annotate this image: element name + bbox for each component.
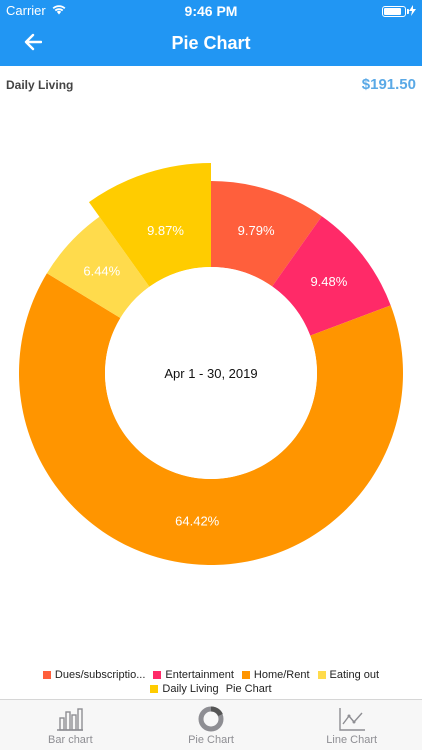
legend-swatch: [150, 685, 159, 693]
legend-swatch: [42, 671, 51, 679]
charging-icon: [409, 4, 416, 19]
legend-swatch: [241, 671, 250, 679]
legend-swatch: [317, 671, 326, 679]
tab-pie-chart[interactable]: Pie Chart: [141, 700, 282, 750]
chart-legend: Dues/subscriptio... Entertainment Home/Ren…: [0, 669, 422, 695]
legend-swatch: [153, 671, 162, 679]
back-arrow-icon: [24, 33, 43, 56]
legend-label: Eating out: [329, 669, 380, 681]
back-button[interactable]: [18, 30, 48, 58]
summary-header: Daily Living $191.50: [0, 66, 422, 104]
pie-slice-1[interactable]: [272, 216, 391, 336]
donut-chart[interactable]: 9.79% 9.48% 64.42% 6.44% 9.87% Apr 1 - 30, 2…: [0, 150, 422, 590]
nav-bar: Pie Chart: [0, 22, 422, 66]
pie-slice-0[interactable]: [211, 181, 322, 287]
bar-chart-icon: [55, 706, 85, 734]
pie-slice-3[interactable]: [46, 216, 150, 318]
category-amount: $191.50: [361, 76, 416, 93]
slice-label-4: 9.87%: [147, 223, 184, 238]
battery: [382, 4, 416, 19]
legend-item: Daily Living Pie Chart: [150, 683, 272, 695]
slice-label-3: 6.44%: [83, 264, 120, 279]
legend-item: Entertainment: [153, 669, 234, 681]
tab-bar: Bar chart Pie Chart Line Chart: [0, 699, 422, 750]
legend-item: Eating out: [317, 669, 380, 681]
pie-slice-2[interactable]: [19, 273, 404, 566]
tab-bar-chart[interactable]: Bar chart: [0, 700, 141, 750]
tab-line-chart[interactable]: Line Chart: [281, 700, 422, 750]
carrier: Carrier: [6, 3, 67, 18]
battery-icon: [382, 6, 409, 17]
battery-level: [384, 8, 402, 15]
tab-label: Bar chart: [48, 734, 93, 746]
legend-label: Entertainment: [165, 669, 234, 681]
line-chart-icon: [337, 706, 367, 734]
slice-label-0: 9.79%: [238, 223, 275, 238]
legend-label: Daily Living: [162, 683, 219, 695]
legend-label: Dues/subscriptio...: [54, 669, 146, 681]
legend-description: Pie Chart: [222, 683, 272, 695]
page-title: Pie Chart: [171, 33, 251, 53]
legend-item: Home/Rent: [241, 669, 310, 681]
pie-chart-icon: [196, 706, 226, 734]
slice-label-1: 9.48%: [310, 274, 347, 289]
center-label: Apr 1 - 30, 2019: [164, 366, 257, 381]
pie-slice-4[interactable]: [88, 163, 211, 287]
carrier-label: Carrier: [6, 3, 46, 18]
donut-hole: [105, 267, 317, 479]
legend-item: Dues/subscriptio...: [42, 669, 146, 681]
tab-label: Pie Chart: [188, 734, 234, 746]
legend-label: Home/Rent: [253, 669, 310, 681]
wifi-icon: [51, 3, 67, 18]
status-bar: Carrier 9:46 PM: [0, 0, 422, 22]
tab-label: Line Chart: [326, 734, 378, 746]
category-label: Daily Living: [6, 78, 74, 92]
top-bar: Carrier 9:46 PM Pie Chart: [0, 0, 422, 66]
slice-label-2: 64.42%: [175, 513, 220, 528]
status-time: 9:46 PM: [184, 3, 238, 19]
